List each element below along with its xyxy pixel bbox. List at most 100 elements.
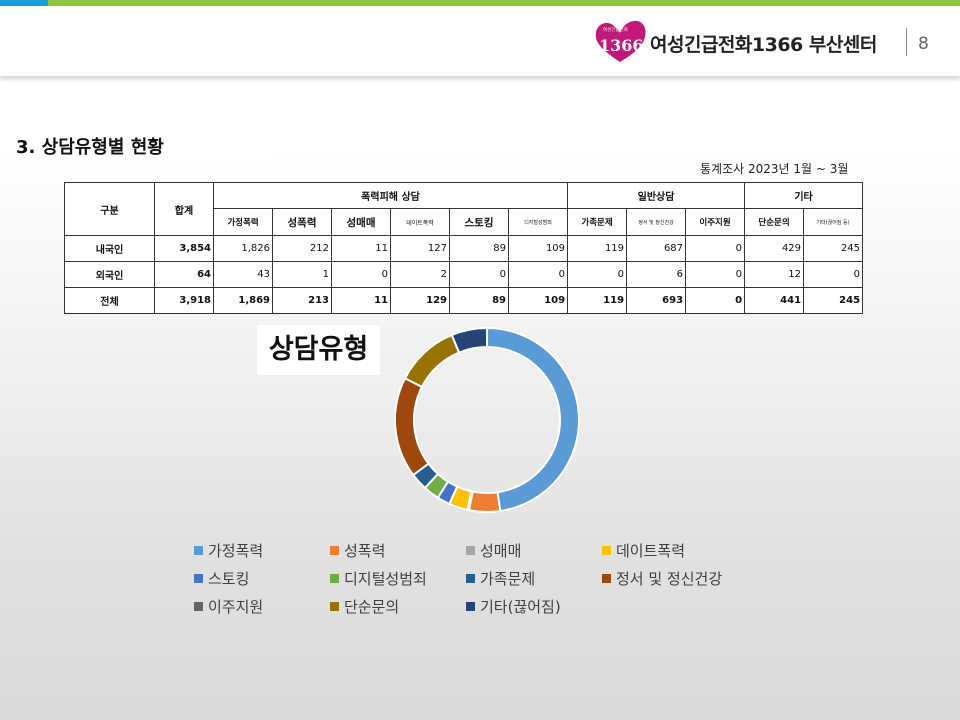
legend-item: 성매매 <box>466 540 521 561</box>
donut-slice-10 <box>450 326 488 354</box>
row-total: 64 <box>154 261 214 288</box>
subheader: 정서 및 정신건강 <box>626 208 687 236</box>
cell: 0 <box>685 235 746 262</box>
table-row: 외국인 64 43 1 0 2 0 0 0 6 0 12 0 <box>64 261 864 288</box>
legend-item: 스토킹 <box>194 568 249 589</box>
cell: 129 <box>390 287 450 314</box>
header-group-general: 일반상담 <box>567 182 746 209</box>
cell: 245 <box>803 235 864 262</box>
legend-item: 정서 및 정신건강 <box>602 568 722 589</box>
cell: 11 <box>331 235 391 262</box>
row-total: 3,854 <box>154 235 214 262</box>
legend-swatch <box>194 546 203 555</box>
subheader: 가족문제 <box>567 208 628 236</box>
legend-label: 디지털성범죄 <box>344 570 427 588</box>
subheader: 기타(끊어짐 등) <box>803 208 864 236</box>
page-number: 8 <box>918 34 929 54</box>
donut-slice-9 <box>403 333 461 389</box>
row-total: 3,918 <box>154 287 214 314</box>
legend-swatch <box>194 602 203 611</box>
cell: 89 <box>449 287 509 314</box>
table-row: 내국인 3,854 1,826 212 11 127 89 109 119 68… <box>64 235 864 262</box>
header-division: 구분 <box>64 182 155 236</box>
legend-label: 성매매 <box>480 542 522 560</box>
section-title: 3. 상담유형별 현황 <box>12 128 272 161</box>
subheader: 가정폭력 <box>213 208 273 236</box>
legend-label: 단순문의 <box>344 598 400 616</box>
subheader: 스토킹 <box>449 208 509 236</box>
legend-label: 이주지원 <box>208 598 264 616</box>
legend-swatch <box>602 546 611 555</box>
heart-logo-icon: 여성긴급전화 1366 <box>595 20 646 62</box>
legend-label: 기타(끊어짐) <box>480 598 561 616</box>
legend-swatch <box>330 546 339 555</box>
cell: 0 <box>685 261 746 288</box>
legend-item: 단순문의 <box>330 596 399 617</box>
cell: 2 <box>390 261 450 288</box>
row-label: 외국인 <box>64 261 155 288</box>
cell: 12 <box>744 261 805 288</box>
svg-text:여성긴급전화: 여성긴급전화 <box>603 26 628 33</box>
subheader: 데이트폭력 <box>390 208 450 236</box>
header-divider <box>906 28 907 56</box>
row-label: 내국인 <box>64 235 155 262</box>
legend-label: 성폭력 <box>344 542 386 560</box>
cell: 0 <box>449 261 509 288</box>
header-total: 합계 <box>154 182 214 236</box>
legend-label: 스토킹 <box>208 570 250 588</box>
subheader: 이주지원 <box>685 208 746 236</box>
subheader: 단순문의 <box>744 208 805 236</box>
row-label: 전체 <box>64 287 155 314</box>
cell: 693 <box>626 287 687 314</box>
legend-item: 기타(끊어짐) <box>466 596 561 617</box>
organization-name: 여성긴급전화1366 부산센터 <box>650 34 877 56</box>
donut-slice-0 <box>486 326 580 513</box>
consultation-stats-table: 구분 합계 폭력피해 상담 일반상담 기타 가정폭력 성폭력 성매매 데이트폭력… <box>64 182 864 314</box>
cell: 0 <box>803 261 864 288</box>
legend-item: 성폭력 <box>330 540 385 561</box>
cell: 441 <box>744 287 805 314</box>
cell: 11 <box>331 287 391 314</box>
chart-title: 상담유형 <box>257 325 380 375</box>
top-accent-bar-blue <box>0 0 48 6</box>
svg-text:1366: 1366 <box>599 36 644 55</box>
legend-swatch <box>330 574 339 583</box>
cell: 1 <box>272 261 332 288</box>
donut-slice-7 <box>394 376 430 477</box>
legend-item: 가정폭력 <box>194 540 263 561</box>
subheader: 디지털성범죄 <box>507 208 569 236</box>
legend-swatch <box>466 574 475 583</box>
cell: 6 <box>626 261 687 288</box>
table-row: 전체 3,918 1,869 213 11 129 89 109 119 693… <box>64 287 864 314</box>
top-accent-bar <box>0 0 960 6</box>
legend-label: 정서 및 정신건강 <box>616 570 723 588</box>
legend-item: 데이트폭력 <box>602 540 685 561</box>
header-group-other: 기타 <box>744 182 864 209</box>
legend-label: 가족문제 <box>480 570 536 588</box>
legend-swatch <box>466 546 475 555</box>
cell: 1,869 <box>213 287 273 314</box>
donut-chart <box>394 326 580 513</box>
legend-swatch <box>330 602 339 611</box>
cell: 0 <box>685 287 746 314</box>
cell: 687 <box>626 235 687 262</box>
legend-swatch <box>466 602 475 611</box>
cell: 0 <box>331 261 391 288</box>
cell: 212 <box>272 235 332 262</box>
cell: 89 <box>449 235 509 262</box>
legend-swatch <box>602 574 611 583</box>
donut-slice-1 <box>467 490 502 513</box>
cell: 127 <box>390 235 450 262</box>
legend-swatch <box>194 574 203 583</box>
cell: 119 <box>567 287 628 314</box>
legend-label: 데이트폭력 <box>616 542 686 560</box>
legend-item: 이주지원 <box>194 596 263 617</box>
legend-label: 가정폭력 <box>208 542 264 560</box>
survey-period: 통계조사 2023년 1월 ~ 3월 <box>700 162 849 176</box>
cell: 109 <box>507 287 569 314</box>
cell: 1,826 <box>213 235 273 262</box>
slide-header: 여성긴급전화 1366 여성긴급전화1366 부산센터 8 <box>0 6 960 76</box>
cell: 245 <box>803 287 864 314</box>
legend-item: 가족문제 <box>466 568 535 589</box>
header-group-violence: 폭력피해 상담 <box>212 182 569 209</box>
